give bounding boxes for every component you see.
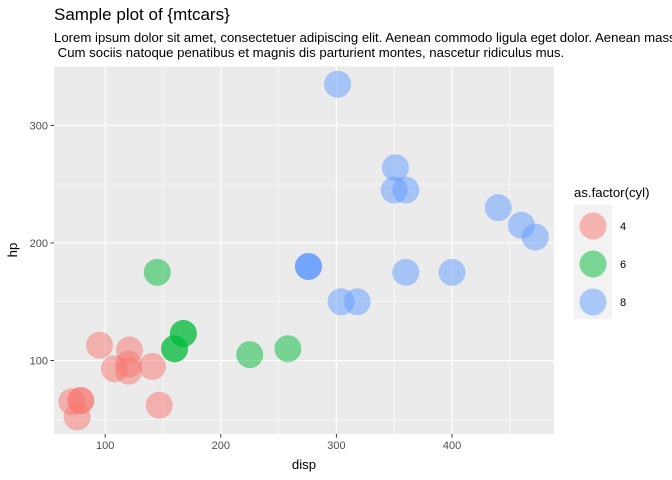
x-tick-label: 300: [327, 440, 345, 452]
data-points: [58, 70, 549, 431]
x-axis-title: disp: [292, 457, 316, 472]
legend-label-4: 4: [620, 221, 626, 233]
data-point-cyl-6: [274, 335, 302, 363]
data-point-cyl-6: [236, 341, 264, 369]
legend-title: as.factor(cyl): [574, 185, 649, 200]
data-point-cyl-4: [86, 331, 114, 359]
x-tick-label: 400: [443, 440, 461, 452]
legend: as.factor(cyl) 4 6 8: [574, 185, 649, 319]
data-point-cyl-8: [392, 258, 420, 286]
data-point-cyl-8: [327, 288, 355, 316]
legend-key-4: [579, 212, 607, 240]
data-point-cyl-8: [438, 258, 466, 286]
data-point-cyl-6: [143, 258, 171, 286]
x-tick-label: 100: [96, 440, 114, 452]
chart-subtitle: Lorem ipsum dolor sit amet, consectetuer…: [54, 30, 672, 60]
y-axis-title: hp: [5, 243, 20, 258]
legend-label-6: 6: [620, 259, 626, 271]
data-point-cyl-8: [294, 252, 322, 280]
data-point-cyl-8: [380, 176, 408, 204]
x-axis: 100 200 300 400: [96, 434, 461, 452]
data-point-cyl-8: [324, 70, 352, 98]
legend-key-6: [579, 250, 607, 278]
y-tick-label: 200: [30, 238, 48, 250]
data-point-cyl-8: [507, 211, 535, 239]
chart-title: Sample plot of {mtcars}: [54, 5, 230, 24]
y-tick-label: 100: [30, 356, 48, 368]
minor-gridlines: [54, 66, 554, 434]
x-tick-label: 200: [212, 440, 230, 452]
data-point-cyl-4: [115, 336, 143, 364]
data-point-cyl-4: [67, 386, 95, 414]
y-tick-label: 300: [30, 120, 48, 132]
y-axis: 100 200 300: [30, 120, 54, 368]
data-point-cyl-8: [484, 194, 512, 222]
data-point-cyl-4: [138, 352, 166, 380]
legend-key-8: [579, 288, 607, 316]
data-point-cyl-8: [381, 154, 409, 182]
legend-label-8: 8: [620, 297, 626, 309]
data-point-cyl-6: [169, 319, 197, 347]
data-point-cyl-4: [145, 391, 173, 419]
data-point-cyl-4: [115, 357, 143, 385]
